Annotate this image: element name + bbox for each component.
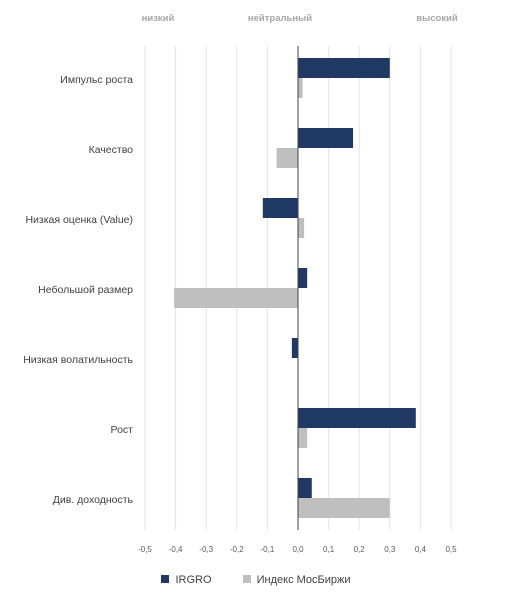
bar-moex	[276, 148, 298, 168]
x-tick-label: -0,1	[261, 545, 275, 554]
chart-legend: IRGRO Индекс МосБиржи	[0, 574, 512, 586]
x-tick-label: 0,4	[415, 545, 427, 554]
bar-irgro	[298, 268, 308, 288]
bar-irgro	[298, 408, 416, 428]
category-label: Див. доходность	[53, 494, 134, 506]
category-label: Небольшой размер	[38, 284, 133, 296]
bar-irgro	[291, 338, 298, 358]
x-tick-label: 0,3	[384, 545, 396, 554]
legend-label-irgro: IRGRO	[175, 574, 212, 586]
bar-moex	[174, 288, 298, 308]
x-tick-label: 0,2	[354, 545, 366, 554]
legend-label-moex: Индекс МосБиржи	[256, 574, 351, 586]
x-tick-label: -0,3	[199, 545, 213, 554]
category-label: Качество	[89, 144, 134, 156]
legend-swatch-irgro	[161, 575, 170, 583]
bar-moex	[298, 218, 305, 238]
legend-item-irgro: IRGRO	[161, 574, 212, 586]
top-label-low: низкий	[142, 13, 175, 24]
x-tick-label: -0,2	[230, 545, 244, 554]
x-tick-label: 0,1	[323, 545, 335, 554]
x-tick-label: -0,5	[138, 545, 152, 554]
x-tick-label: -0,4	[169, 545, 183, 554]
category-label: Низкая волатильность	[23, 354, 133, 366]
top-label-neutral: нейтральный	[248, 13, 312, 24]
bar-moex	[298, 78, 303, 98]
legend-item-moex: Индекс МосБиржи	[242, 574, 351, 586]
bar-irgro	[298, 128, 354, 148]
x-tick-label: 0,5	[445, 545, 457, 554]
bar-irgro	[298, 478, 312, 498]
bar-irgro	[298, 58, 390, 78]
bar-moex	[298, 498, 390, 518]
category-label: Рост	[111, 424, 134, 436]
category-label: Импульс роста	[60, 74, 133, 86]
bar-moex	[298, 428, 308, 448]
bar-irgro	[262, 198, 298, 218]
legend-swatch-moex	[242, 575, 251, 583]
x-tick-label: 0,0	[292, 545, 304, 554]
top-label-high: высокий	[416, 13, 458, 24]
category-label: Низкая оценка (Value)	[25, 214, 133, 226]
